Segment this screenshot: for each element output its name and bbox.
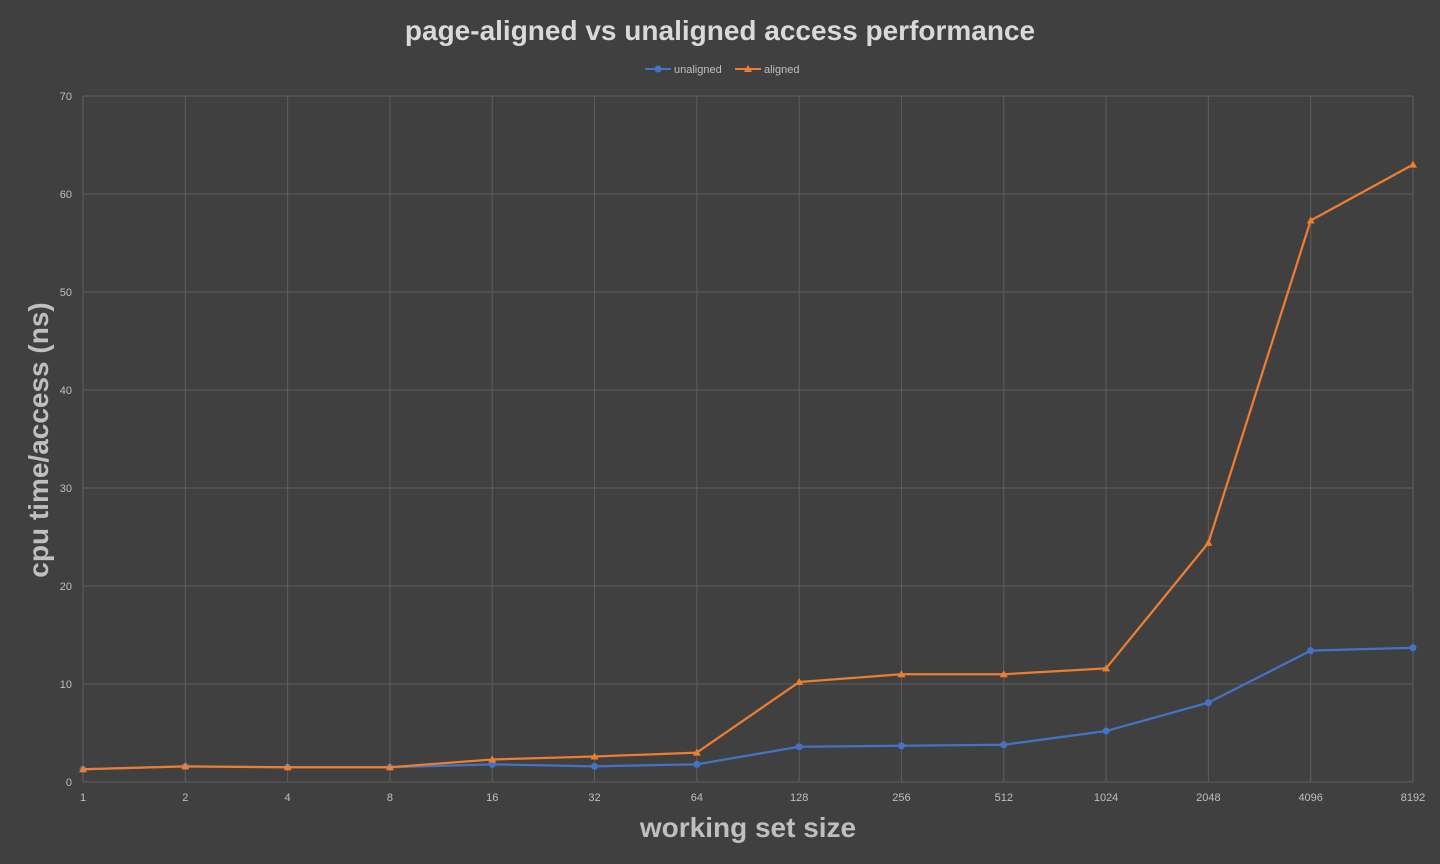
data-point-aligned [488, 755, 497, 763]
x-tick-label: 32 [588, 792, 600, 804]
data-point-aligned [897, 670, 906, 678]
series-line-unaligned [82, 646, 1414, 771]
data-point-aligned [1102, 664, 1111, 672]
legend-label: unaligned [674, 64, 722, 76]
y-axis-tick-labels: 0 10 20 30 40 50 60 70 [60, 91, 72, 789]
x-axis-tick-labels: 1 2 4 8 16 32 64 128 256 512 1024 2048 4096 8192 [80, 792, 1425, 804]
data-point-aligned [181, 762, 190, 770]
chart-title: page-aligned vs unaligned access perform… [405, 15, 1035, 46]
gridlines [82, 95, 1414, 783]
series-line-aligned [82, 163, 1414, 771]
series-aligned [79, 160, 1417, 773]
data-point-aligned [1409, 160, 1417, 168]
legend-item-aligned: aligned [735, 64, 799, 76]
x-tick-label: 64 [691, 792, 703, 804]
data-point-aligned [692, 748, 701, 756]
legend-item-unaligned: unaligned [645, 64, 722, 76]
data-point-unaligned [897, 742, 905, 750]
data-point-aligned [283, 763, 292, 771]
legend-marker-circle [654, 65, 662, 73]
x-axis-label: working set size [639, 812, 856, 843]
data-point-unaligned [795, 743, 803, 751]
data-point-aligned [590, 752, 599, 760]
x-tick-label: 128 [790, 792, 808, 804]
x-tick-label: 4096 [1298, 792, 1322, 804]
series-unaligned [79, 644, 1417, 773]
data-point-unaligned [488, 760, 496, 768]
data-point-aligned [1306, 216, 1315, 224]
data-point-unaligned [1409, 644, 1417, 652]
data-point-unaligned [1000, 741, 1008, 749]
x-tick-label: 1024 [1094, 792, 1118, 804]
data-point-aligned [795, 678, 804, 686]
data-point-aligned [79, 765, 87, 773]
x-tick-label: 8192 [1401, 792, 1425, 804]
data-point-unaligned [693, 760, 701, 768]
data-point-unaligned [591, 762, 599, 770]
y-axis-label: cpu time/access (ns) [23, 302, 54, 577]
x-tick-label: 8 [387, 792, 393, 804]
data-point-aligned [999, 670, 1008, 678]
x-tick-label: 512 [995, 792, 1013, 804]
legend-label: aligned [764, 64, 799, 76]
x-tick-label: 4 [285, 792, 291, 804]
x-tick-label: 2 [182, 792, 188, 804]
legend: unaligned aligned [645, 64, 799, 76]
y-tick-label: 0 [66, 777, 72, 789]
y-tick-label: 50 [60, 287, 72, 299]
y-tick-label: 40 [60, 385, 72, 397]
data-point-aligned [1204, 538, 1213, 546]
x-tick-label: 2048 [1196, 792, 1220, 804]
data-point-aligned [385, 763, 394, 771]
data-point-unaligned [1102, 727, 1110, 735]
x-tick-label: 1 [80, 792, 86, 804]
y-tick-label: 60 [60, 189, 72, 201]
data-point-unaligned [1307, 647, 1315, 655]
y-tick-label: 30 [60, 483, 72, 495]
y-tick-label: 10 [60, 679, 72, 691]
x-tick-label: 16 [486, 792, 498, 804]
legend-marker-triangle [744, 65, 752, 72]
y-tick-label: 70 [60, 91, 72, 103]
series-layer [79, 160, 1417, 773]
y-tick-label: 20 [60, 581, 72, 593]
x-tick-label: 256 [892, 792, 910, 804]
data-point-unaligned [1204, 699, 1212, 707]
